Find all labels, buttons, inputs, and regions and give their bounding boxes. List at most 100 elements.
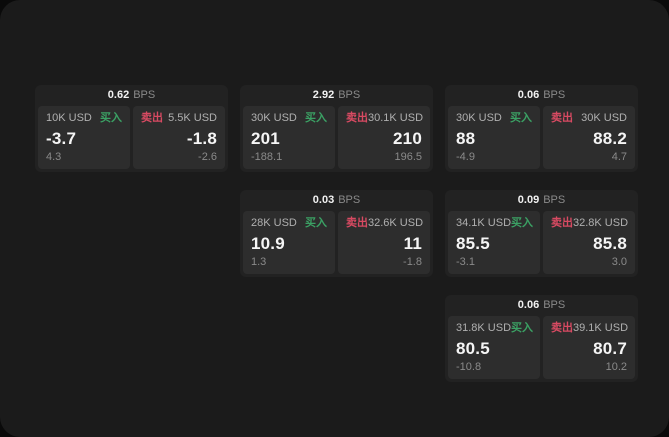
sell-panel-top-row: 卖出 5.5K USD xyxy=(141,113,217,124)
quotes-grid: 0.62 BPS 10K USD 买入 -3.7 4.3 卖出 5.5K USD… xyxy=(35,85,638,382)
buy-price: 85.5 xyxy=(456,233,490,253)
sell-quote-button[interactable]: 卖出 32.6K USD 11 -1.8 xyxy=(338,211,430,274)
buy-side-label: 买入 xyxy=(305,112,327,124)
buy-panel-top-row: 34.1K USD 买入 xyxy=(456,217,534,229)
buy-amount: 30K USD xyxy=(251,112,297,124)
sell-delta: 3.0 xyxy=(611,256,627,268)
sell-panel-top-row: 卖出 32.8K USD xyxy=(551,217,629,229)
bps-value: 0.06 xyxy=(517,89,540,101)
bps-unit-label: BPS xyxy=(543,194,566,206)
sell-panel-top-row: 卖出 39.1K USD xyxy=(551,322,629,334)
card-header: 0.09 BPS xyxy=(445,190,638,211)
buy-price: 201 xyxy=(251,128,280,148)
sell-panel-top-row: 卖出 30K USD xyxy=(551,113,627,124)
buy-quote-button[interactable]: 30K USD 买入 201 -188.1 xyxy=(243,106,335,169)
buy-amount: 31.8K USD xyxy=(456,322,512,334)
buy-side-label: 买入 xyxy=(305,217,327,229)
sell-amount: 32.8K USD xyxy=(573,217,629,229)
buy-price: 88 xyxy=(456,128,476,148)
sell-delta: -1.8 xyxy=(403,256,422,268)
buy-panel-top-row: 30K USD 买入 xyxy=(251,113,327,124)
quote-card: 0.06 BPS 30K USD 买入 88 -4.9 卖出 30K USD 8… xyxy=(445,85,638,172)
quote-card: 0.03 BPS 28K USD 买入 10.9 1.3 卖出 32.6K US… xyxy=(240,190,433,277)
buy-price: 80.5 xyxy=(456,338,490,358)
card-header: 2.92 BPS xyxy=(240,85,433,106)
sell-amount: 30.1K USD xyxy=(368,112,424,124)
buy-delta: -10.8 xyxy=(456,361,482,373)
sell-side-label: 卖出 xyxy=(346,217,368,229)
sell-delta: 4.7 xyxy=(611,151,627,163)
buy-quote-button[interactable]: 30K USD 买入 88 -4.9 xyxy=(448,106,540,169)
sell-delta: -2.6 xyxy=(198,151,217,163)
sell-side-label: 卖出 xyxy=(346,112,368,124)
sell-side-label: 卖出 xyxy=(551,322,573,334)
quote-card: 0.62 BPS 10K USD 买入 -3.7 4.3 卖出 5.5K USD… xyxy=(35,85,228,172)
bps-value: 0.09 xyxy=(517,194,540,206)
quote-panels: 30K USD 买入 201 -188.1 卖出 30.1K USD 210 1… xyxy=(240,106,433,172)
sell-price: 80.7 xyxy=(593,338,627,358)
bps-unit-label: BPS xyxy=(543,89,566,101)
buy-side-label: 买入 xyxy=(100,112,122,124)
buy-price: -3.7 xyxy=(46,128,77,148)
sell-price: 85.8 xyxy=(593,233,627,253)
quote-panels: 34.1K USD 买入 85.5 -3.1 卖出 32.8K USD 85.8… xyxy=(445,211,638,277)
sell-price: 11 xyxy=(403,233,422,253)
buy-delta: -3.1 xyxy=(456,256,475,268)
sell-amount: 32.6K USD xyxy=(368,217,424,229)
buy-panel-top-row: 30K USD 买入 xyxy=(456,113,532,124)
sell-quote-button[interactable]: 卖出 39.1K USD 80.7 10.2 xyxy=(543,316,635,379)
buy-amount: 34.1K USD xyxy=(456,217,512,229)
card-header: 0.62 BPS xyxy=(35,85,228,106)
bps-value: 0.03 xyxy=(312,194,335,206)
buy-panel-top-row: 28K USD 买入 xyxy=(251,218,327,229)
buy-panel-top-row: 31.8K USD 买入 xyxy=(456,322,534,334)
buy-amount: 10K USD xyxy=(46,112,92,124)
bps-value: 0.06 xyxy=(517,299,540,311)
sell-price: 210 xyxy=(393,128,422,148)
sell-amount: 30K USD xyxy=(581,112,627,124)
sell-price: -1.8 xyxy=(186,128,217,148)
buy-side-label: 买入 xyxy=(511,217,534,229)
buy-quote-button[interactable]: 31.8K USD 买入 80.5 -10.8 xyxy=(448,316,540,379)
buy-quote-button[interactable]: 10K USD 买入 -3.7 4.3 xyxy=(38,106,130,169)
quote-card: 2.92 BPS 30K USD 买入 201 -188.1 卖出 30.1K … xyxy=(240,85,433,172)
card-header: 0.06 BPS xyxy=(445,295,638,316)
sell-quote-button[interactable]: 卖出 30K USD 88.2 4.7 xyxy=(543,106,635,169)
bps-value: 2.92 xyxy=(312,89,335,101)
bps-unit-label: BPS xyxy=(543,299,566,311)
sell-side-label: 卖出 xyxy=(141,112,163,124)
sell-amount: 39.1K USD xyxy=(573,322,629,334)
buy-delta: 4.3 xyxy=(46,151,62,163)
buy-amount: 30K USD xyxy=(456,112,502,124)
sell-price: 88.2 xyxy=(593,128,627,148)
sell-amount: 5.5K USD xyxy=(168,112,217,124)
sell-side-label: 卖出 xyxy=(551,112,573,124)
sell-side-label: 卖出 xyxy=(551,217,573,229)
bps-unit-label: BPS xyxy=(338,194,361,206)
quote-card: 0.06 BPS 31.8K USD 买入 80.5 -10.8 卖出 39.1… xyxy=(445,295,638,382)
quote-panels: 31.8K USD 买入 80.5 -10.8 卖出 39.1K USD 80.… xyxy=(445,316,638,382)
sell-quote-button[interactable]: 卖出 32.8K USD 85.8 3.0 xyxy=(543,211,635,274)
buy-quote-button[interactable]: 28K USD 买入 10.9 1.3 xyxy=(243,211,335,274)
bps-unit-label: BPS xyxy=(133,89,156,101)
buy-side-label: 买入 xyxy=(511,322,534,334)
buy-amount: 28K USD xyxy=(251,217,297,229)
sell-quote-button[interactable]: 卖出 5.5K USD -1.8 -2.6 xyxy=(133,106,225,169)
bps-unit-label: BPS xyxy=(338,89,361,101)
sell-panel-top-row: 卖出 32.6K USD xyxy=(346,217,424,229)
buy-delta: -4.9 xyxy=(456,151,475,163)
quote-card: 0.09 BPS 34.1K USD 买入 85.5 -3.1 卖出 32.8K… xyxy=(445,190,638,277)
quote-panels: 30K USD 买入 88 -4.9 卖出 30K USD 88.2 4.7 xyxy=(445,106,638,172)
sell-quote-button[interactable]: 卖出 30.1K USD 210 196.5 xyxy=(338,106,430,169)
sell-delta: 10.2 xyxy=(605,361,627,373)
bps-value: 0.62 xyxy=(107,89,130,101)
buy-side-label: 买入 xyxy=(510,112,532,124)
buy-delta: -188.1 xyxy=(251,151,283,163)
buy-quote-button[interactable]: 34.1K USD 买入 85.5 -3.1 xyxy=(448,211,540,274)
sell-delta: 196.5 xyxy=(394,151,422,163)
sell-panel-top-row: 卖出 30.1K USD xyxy=(346,112,424,124)
buy-panel-top-row: 10K USD 买入 xyxy=(46,113,122,124)
card-header: 0.06 BPS xyxy=(445,85,638,106)
quote-panels: 28K USD 买入 10.9 1.3 卖出 32.6K USD 11 -1.8 xyxy=(240,211,433,277)
